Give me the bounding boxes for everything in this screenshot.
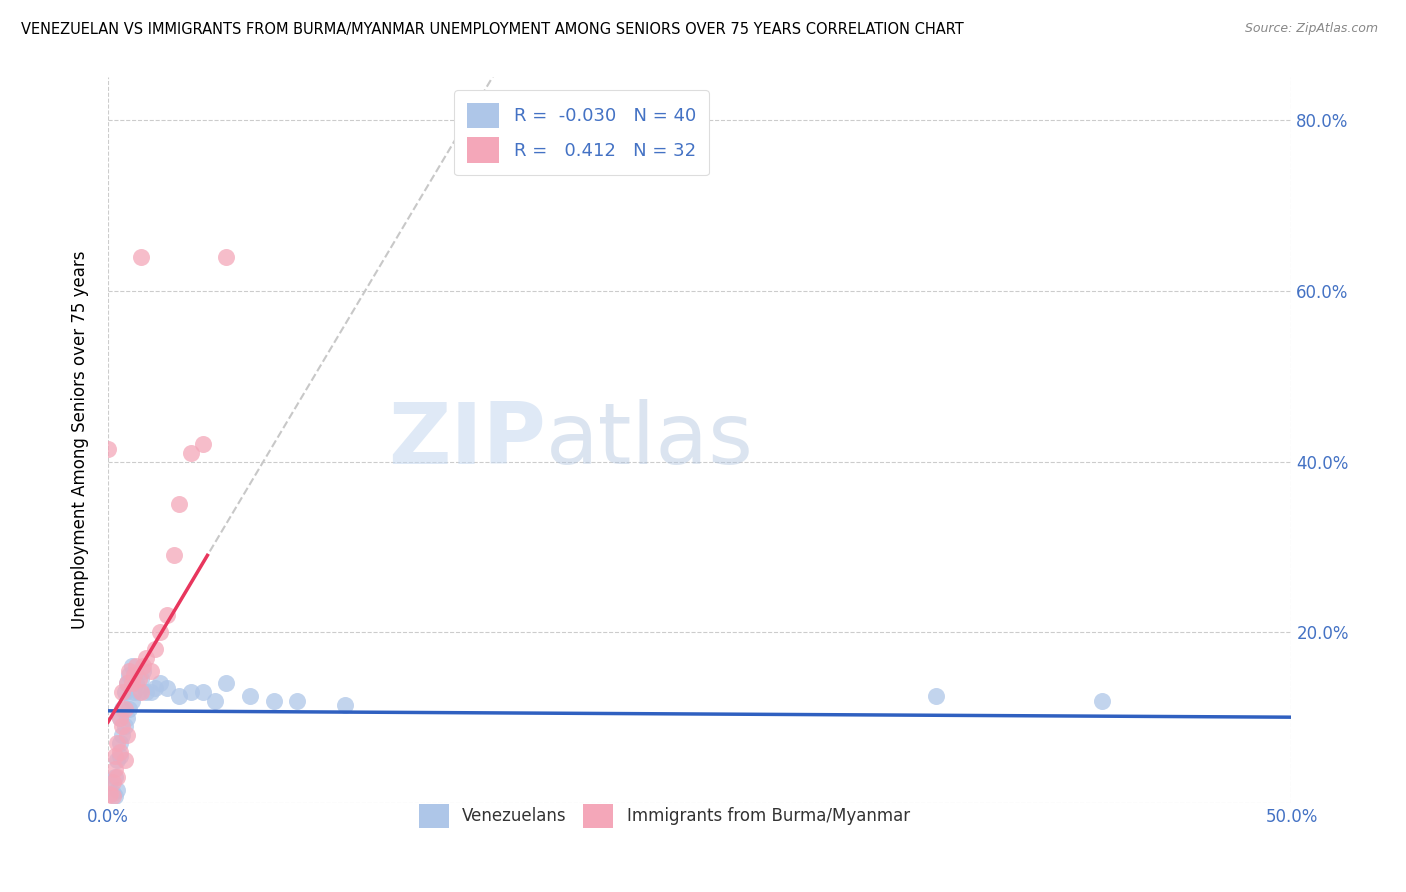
Point	[129, 685, 152, 699]
Point	[129, 250, 152, 264]
Point	[97, 442, 120, 456]
Point	[118, 702, 141, 716]
Point	[149, 676, 172, 690]
Point	[101, 786, 124, 800]
Point	[215, 676, 238, 690]
Point	[1091, 693, 1114, 707]
Point	[111, 702, 134, 716]
Point	[108, 745, 131, 759]
Point	[167, 497, 190, 511]
Point	[149, 625, 172, 640]
Point	[118, 664, 141, 678]
Point	[135, 651, 157, 665]
Point	[98, 788, 121, 802]
Point	[180, 446, 202, 460]
Point	[104, 789, 127, 804]
Text: VENEZUELAN VS IMMIGRANTS FROM BURMA/MYANMAR UNEMPLOYMENT AMONG SENIORS OVER 75 Y: VENEZUELAN VS IMMIGRANTS FROM BURMA/MYAN…	[21, 22, 965, 37]
Point	[104, 749, 127, 764]
Legend: Venezuelans, Immigrants from Burma/Myanmar: Venezuelans, Immigrants from Burma/Myanm…	[412, 797, 917, 835]
Point	[122, 668, 145, 682]
Point	[108, 736, 131, 750]
Point	[156, 681, 179, 695]
Point	[108, 710, 131, 724]
Point	[129, 672, 152, 686]
Point	[114, 702, 136, 716]
Point	[114, 719, 136, 733]
Point	[139, 685, 162, 699]
Y-axis label: Unemployment Among Seniors over 75 years: Unemployment Among Seniors over 75 years	[72, 251, 89, 630]
Point	[143, 642, 166, 657]
Point	[115, 676, 138, 690]
Point	[285, 693, 308, 707]
Point	[107, 783, 129, 797]
Point	[125, 676, 148, 690]
Point	[121, 693, 143, 707]
Point	[333, 698, 356, 712]
Point	[107, 753, 129, 767]
Point	[163, 549, 186, 563]
Point	[115, 676, 138, 690]
Point	[114, 685, 136, 699]
Point	[114, 753, 136, 767]
Point	[167, 690, 190, 704]
Point	[204, 693, 226, 707]
Point	[215, 250, 238, 264]
Point	[108, 710, 131, 724]
Point	[104, 770, 127, 784]
Point	[118, 668, 141, 682]
Point	[191, 685, 214, 699]
Point	[115, 728, 138, 742]
Text: Source: ZipAtlas.com: Source: ZipAtlas.com	[1244, 22, 1378, 36]
Point	[139, 664, 162, 678]
Text: ZIP: ZIP	[388, 399, 546, 482]
Point	[263, 693, 285, 707]
Point	[239, 690, 262, 704]
Point	[135, 685, 157, 699]
Point	[108, 749, 131, 764]
Point	[132, 659, 155, 673]
Point	[98, 774, 121, 789]
Point	[111, 728, 134, 742]
Point	[121, 676, 143, 690]
Point	[180, 685, 202, 699]
Point	[101, 789, 124, 804]
Text: atlas: atlas	[546, 399, 754, 482]
Point	[925, 690, 948, 704]
Point	[128, 685, 150, 699]
Point	[143, 681, 166, 695]
Point	[107, 770, 129, 784]
Point	[101, 774, 124, 789]
Point	[128, 672, 150, 686]
Point	[191, 437, 214, 451]
Point	[111, 685, 134, 699]
Point	[132, 664, 155, 678]
Point	[156, 608, 179, 623]
Point	[111, 719, 134, 733]
Point	[104, 762, 127, 776]
Point	[107, 736, 129, 750]
Point	[115, 710, 138, 724]
Point	[122, 685, 145, 699]
Point	[121, 659, 143, 673]
Point	[125, 659, 148, 673]
